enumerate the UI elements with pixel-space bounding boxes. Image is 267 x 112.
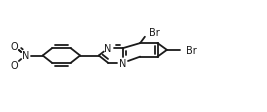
Text: Br: Br (186, 45, 197, 55)
Text: N: N (22, 51, 29, 61)
Text: O: O (11, 42, 18, 52)
Text: N: N (104, 44, 112, 54)
Text: N: N (119, 58, 127, 68)
Text: Br: Br (149, 28, 160, 38)
Text: O: O (11, 60, 18, 70)
